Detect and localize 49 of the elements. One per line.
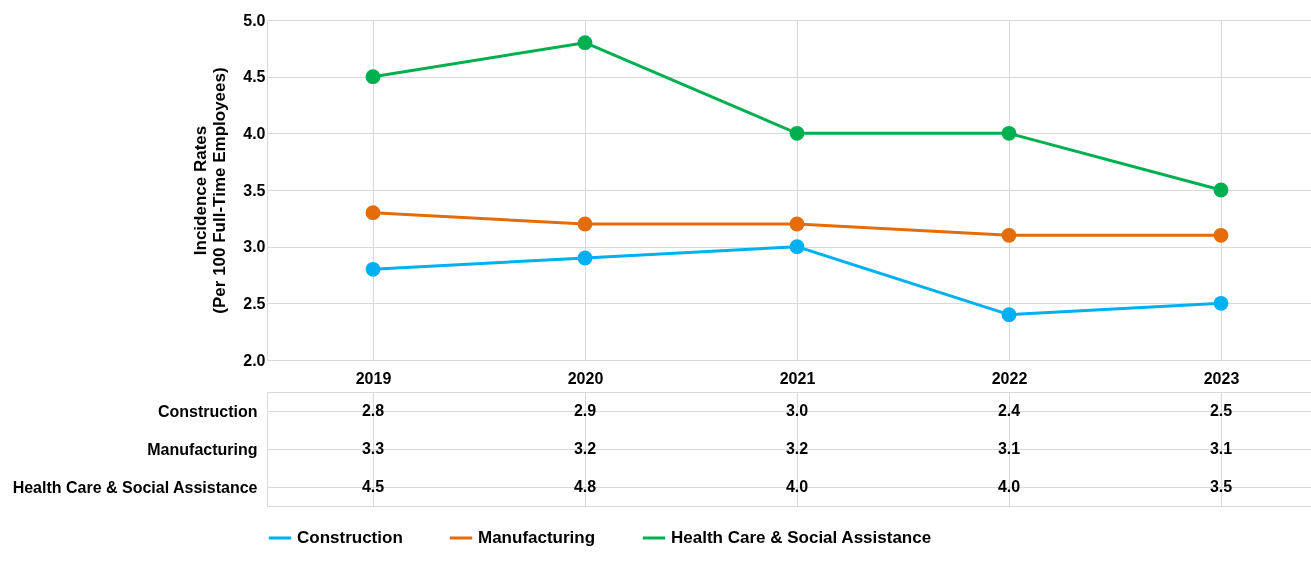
text: Health Care & Social Assistance xyxy=(12,478,258,496)
legend-label: Construction xyxy=(297,528,403,547)
text: Construction xyxy=(157,402,258,420)
point xyxy=(577,35,593,51)
data-label: 4.5 xyxy=(361,478,385,495)
data-label: 3.3 xyxy=(361,440,385,457)
point xyxy=(1213,182,1229,198)
point xyxy=(365,261,381,277)
y-tick-label: 4.5 xyxy=(243,68,266,86)
point xyxy=(789,125,805,141)
point xyxy=(577,216,593,232)
point xyxy=(789,216,805,232)
y-tick-label: 4.0 xyxy=(243,124,266,142)
y-tick-label: 5.0 xyxy=(243,11,266,29)
text: Manufacturing xyxy=(147,440,258,458)
point xyxy=(1213,227,1229,243)
y-tick-label: 2.5 xyxy=(243,294,266,312)
x-tick-label: 2020 xyxy=(567,369,604,387)
y-axis-title: Incidence Rates (Per 100 Full-Time Employees) xyxy=(191,67,230,314)
data-label: 4.0 xyxy=(997,478,1021,495)
data-label: 3.2 xyxy=(573,440,597,457)
point xyxy=(365,69,381,85)
data-label: 2.5 xyxy=(1209,402,1233,419)
point xyxy=(1001,227,1017,243)
x-tick-label: 2022 xyxy=(991,369,1028,387)
data-label: 4.0 xyxy=(785,478,809,495)
data-label: 3.1 xyxy=(1209,440,1233,457)
y-tick-label: 2.0 xyxy=(243,351,266,369)
point xyxy=(1213,295,1229,311)
y-tick-label: 3.5 xyxy=(243,181,266,199)
data-label: 3.0 xyxy=(785,402,809,419)
data-label: 3.1 xyxy=(997,440,1021,457)
data-label: 3.2 xyxy=(785,440,809,457)
data-label: 2.4 xyxy=(997,402,1021,419)
x-tick-label: 2019 xyxy=(355,369,392,387)
data-label: 2.8 xyxy=(361,402,385,419)
point xyxy=(789,239,805,255)
legend-label: Health Care & Social Assistance xyxy=(671,528,932,547)
data-label: 3.5 xyxy=(1209,478,1233,495)
legend-label: Manufacturing xyxy=(478,528,596,547)
x-tick-label: 2023 xyxy=(1203,369,1240,387)
data-label: 2.9 xyxy=(573,402,597,419)
point xyxy=(365,205,381,221)
y-tick-label: 3.0 xyxy=(243,238,266,256)
x-tick-label: 2021 xyxy=(779,369,816,387)
point xyxy=(1001,307,1017,323)
point xyxy=(1001,125,1017,141)
data-label: 4.8 xyxy=(573,478,597,495)
point xyxy=(577,250,593,266)
